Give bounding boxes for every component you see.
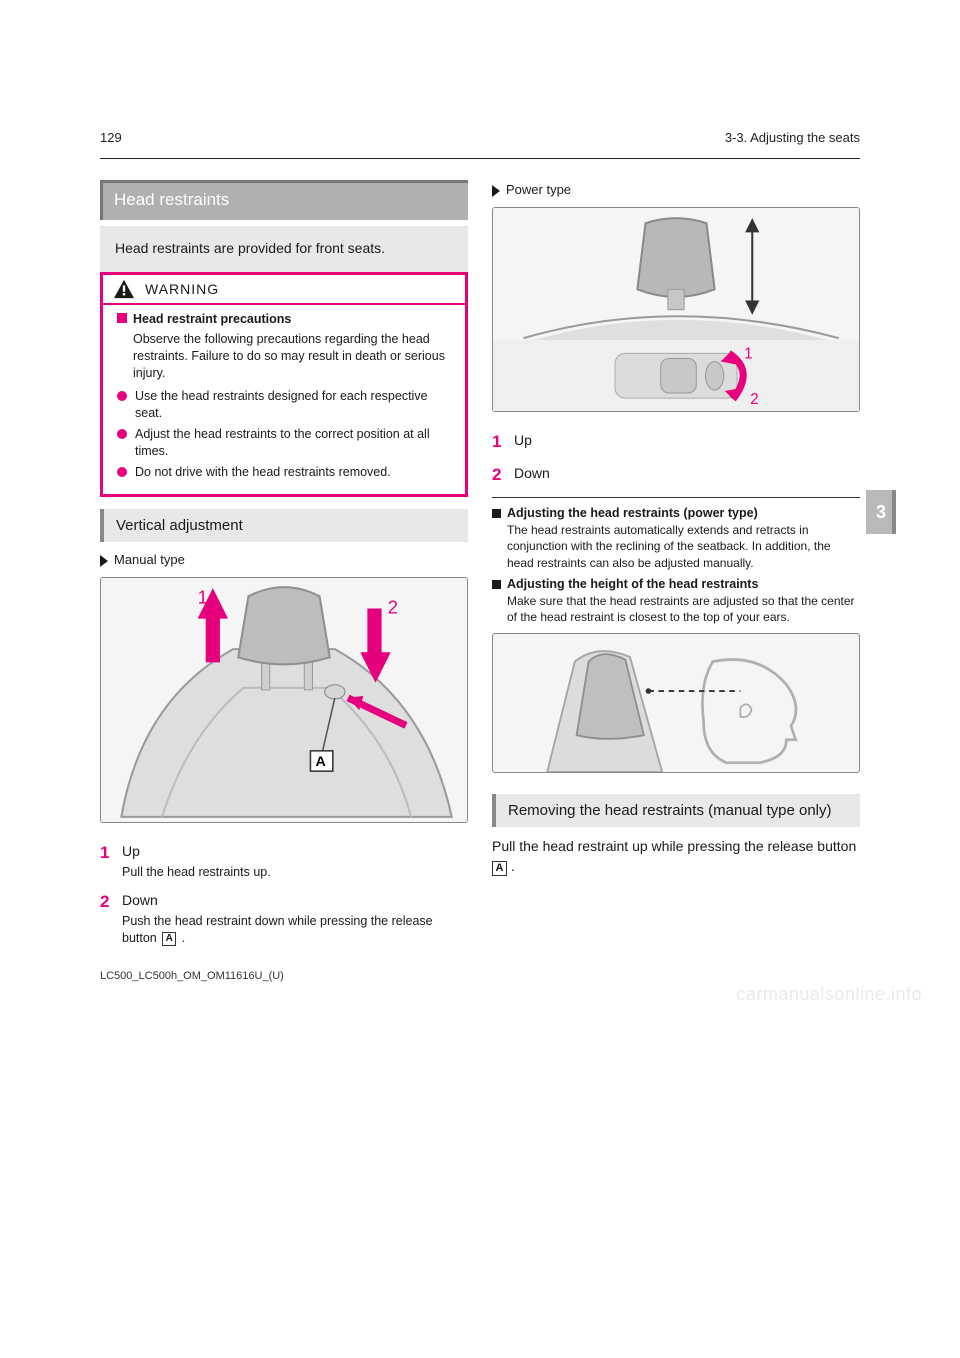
figure-release-label: A <box>316 755 326 771</box>
breadcrumb: 3-3. Adjusting the seats <box>725 130 860 145</box>
page-header: 129 3-3. Adjusting the seats <box>100 130 860 145</box>
header-rule <box>100 158 860 159</box>
step-title: Down <box>514 464 550 487</box>
figure-label-2: 2 <box>750 391 758 408</box>
section-title: Head restraints <box>100 180 468 220</box>
remove-paragraph: Pull the head restraint up while pressin… <box>492 837 860 876</box>
warning-bullet-text: Use the head restraints designed for eac… <box>135 388 455 422</box>
step-body: Up Pull the head restraints up. <box>122 842 271 881</box>
step-item: 1 Up <box>492 431 860 454</box>
step-number: 1 <box>100 842 114 881</box>
warning-box: WARNING Head restraint precautions Obser… <box>100 272 468 498</box>
triangle-bullet-icon <box>492 185 500 197</box>
warning-paragraph: Observe the following precautions regard… <box>133 331 455 382</box>
note-heading: Adjusting the height of the head restrai… <box>492 577 860 591</box>
square-bullet-icon <box>492 509 501 518</box>
warning-icon <box>113 279 135 299</box>
figure-height-adjust <box>492 633 860 773</box>
note-heading-text: Adjusting the height of the head restrai… <box>507 577 758 591</box>
variant-label-manual: Manual type <box>100 552 468 567</box>
variant-label-text: Manual type <box>114 552 185 567</box>
divider-rule <box>492 497 860 498</box>
right-column: Power type <box>492 180 860 957</box>
note-heading-text: Adjusting the head restraints (power typ… <box>507 506 758 520</box>
step-sub: Pull the head restraints up. <box>122 864 271 881</box>
figure-label-1: 1 <box>198 587 208 608</box>
step-number: 2 <box>492 464 506 487</box>
subsection-title: Vertical adjustment <box>100 509 468 542</box>
step-body: Down Push the head restraint down while … <box>122 891 468 947</box>
triangle-bullet-icon <box>100 555 108 567</box>
step-sub: Push the head restraint down while press… <box>122 913 468 947</box>
note-heading: Adjusting the head restraints (power typ… <box>492 506 860 520</box>
remove-para-prefix: Pull the head restraint up while pressin… <box>492 838 856 854</box>
step-title: Up <box>122 843 140 859</box>
warning-bullet: Use the head restraints designed for eac… <box>117 388 455 422</box>
figure-manual-headrest: 1 2 A <box>100 577 468 823</box>
intro-box: Head restraints are provided for front s… <box>100 226 468 272</box>
square-bullet-icon <box>492 580 501 589</box>
step-title: Up <box>514 431 532 454</box>
step-item: 1 Up Pull the head restraints up. <box>100 842 468 881</box>
step-item: 2 Down <box>492 464 860 487</box>
note-paragraph: Make sure that the head restraints are a… <box>507 593 860 625</box>
variant-label-text: Power type <box>506 182 571 197</box>
chapter-tab: 3 <box>866 490 896 534</box>
steps-manual: 1 Up Pull the head restraints up. 2 Down… <box>100 842 468 946</box>
remove-para-suffix: . <box>511 858 515 874</box>
warning-bullet: Adjust the head restraints to the correc… <box>117 426 455 460</box>
page-number: 129 <box>100 130 122 145</box>
step-number: 1 <box>492 431 506 454</box>
footer-brand: carmanualsonline.info <box>736 984 922 1005</box>
left-column: Head restraints Head restraints are prov… <box>100 180 468 957</box>
bullet-dot <box>117 429 127 439</box>
warning-header: WARNING <box>103 275 465 303</box>
note-paragraph: The head restraints automatically extend… <box>507 522 860 571</box>
footer-meta: LC500_LC500h_OM_OM11616U_(U) <box>100 970 284 982</box>
manual-page: 129 3-3. Adjusting the seats 3 Head rest… <box>0 0 960 1027</box>
warning-bullet-text: Adjust the head restraints to the correc… <box>135 426 455 460</box>
warning-bullet-text: Do not drive with the head restraints re… <box>135 464 391 481</box>
warning-label: WARNING <box>145 281 219 297</box>
warning-body: Head restraint precautions Observe the f… <box>103 305 465 495</box>
figure-label-1: 1 <box>744 345 752 362</box>
bullet-dot <box>117 467 127 477</box>
variant-label-power: Power type <box>492 182 860 197</box>
subsection-title-remove: Removing the head restraints (manual typ… <box>492 794 860 827</box>
warning-heading: Head restraint precautions <box>133 311 291 328</box>
step-item: 2 Down Push the head restraint down whil… <box>100 891 468 947</box>
steps-power: 1 Up 2 Down <box>492 431 860 487</box>
release-key-badge: A <box>492 861 507 876</box>
figure-power-headrest: 1 2 <box>492 207 860 412</box>
warning-bullet: Do not drive with the head restraints re… <box>117 464 455 481</box>
warning-heading-bullet <box>117 313 127 323</box>
figure-label-2: 2 <box>388 597 398 618</box>
step-number: 2 <box>100 891 114 947</box>
release-key-badge: A <box>162 932 176 946</box>
step-sub-suffix: . <box>182 931 185 945</box>
step-title: Down <box>122 892 158 908</box>
bullet-dot <box>117 391 127 401</box>
